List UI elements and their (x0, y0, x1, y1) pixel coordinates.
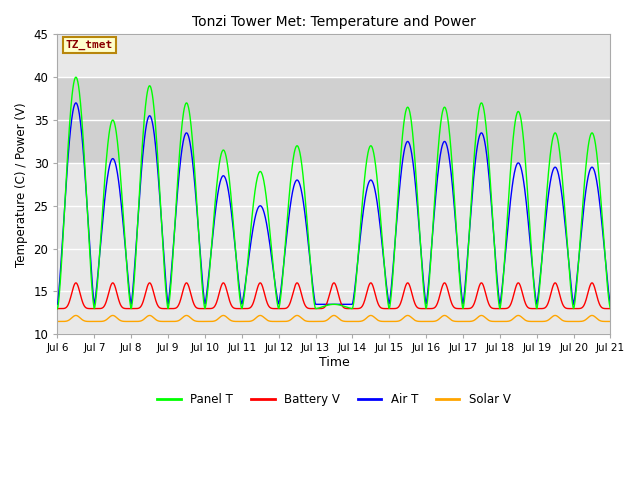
Panel T (492, 273, 500, 278)
Panel T (72, 74, 80, 80)
Text: TZ_tmet: TZ_tmet (66, 40, 113, 50)
Line: Air T: Air T (58, 103, 611, 304)
Battery V (492, 306, 500, 312)
Battery V (164, 306, 172, 312)
Battery V (177, 296, 185, 302)
Air T (164, 297, 172, 302)
Title: Tonzi Tower Met: Temperature and Power: Tonzi Tower Met: Temperature and Power (192, 15, 476, 29)
Battery V (72, 280, 80, 286)
Y-axis label: Temperature (C) / Power (V): Temperature (C) / Power (V) (15, 102, 28, 266)
Solar V (164, 319, 172, 324)
Panel T (239, 303, 246, 309)
Panel T (541, 212, 549, 218)
Solar V (607, 319, 614, 324)
Battery V (541, 305, 549, 311)
Panel T (607, 306, 614, 312)
Solar V (420, 319, 428, 324)
Air T (239, 298, 246, 304)
Battery V (420, 306, 428, 312)
Solar V (239, 319, 246, 324)
Battery V (607, 306, 614, 312)
Panel T (177, 134, 185, 140)
X-axis label: Time: Time (319, 356, 349, 369)
Panel T (420, 291, 428, 297)
Solar V (72, 312, 80, 318)
Air T (607, 301, 614, 307)
Solar V (492, 319, 500, 324)
Bar (58, 77, 611, 163)
Air T (420, 285, 428, 290)
Solar V (54, 319, 61, 324)
Legend: Panel T, Battery V, Air T, Solar V: Panel T, Battery V, Air T, Solar V (152, 388, 515, 411)
Solar V (177, 316, 185, 322)
Line: Solar V: Solar V (58, 315, 611, 322)
Air T (177, 155, 185, 161)
Battery V (239, 306, 246, 312)
Line: Panel T: Panel T (58, 77, 611, 309)
Line: Battery V: Battery V (58, 283, 611, 309)
Panel T (54, 306, 61, 312)
Air T (54, 301, 61, 307)
Air T (72, 100, 80, 106)
Air T (492, 266, 500, 272)
Solar V (541, 318, 549, 324)
Air T (541, 222, 549, 228)
Battery V (54, 306, 61, 312)
Panel T (164, 302, 172, 308)
